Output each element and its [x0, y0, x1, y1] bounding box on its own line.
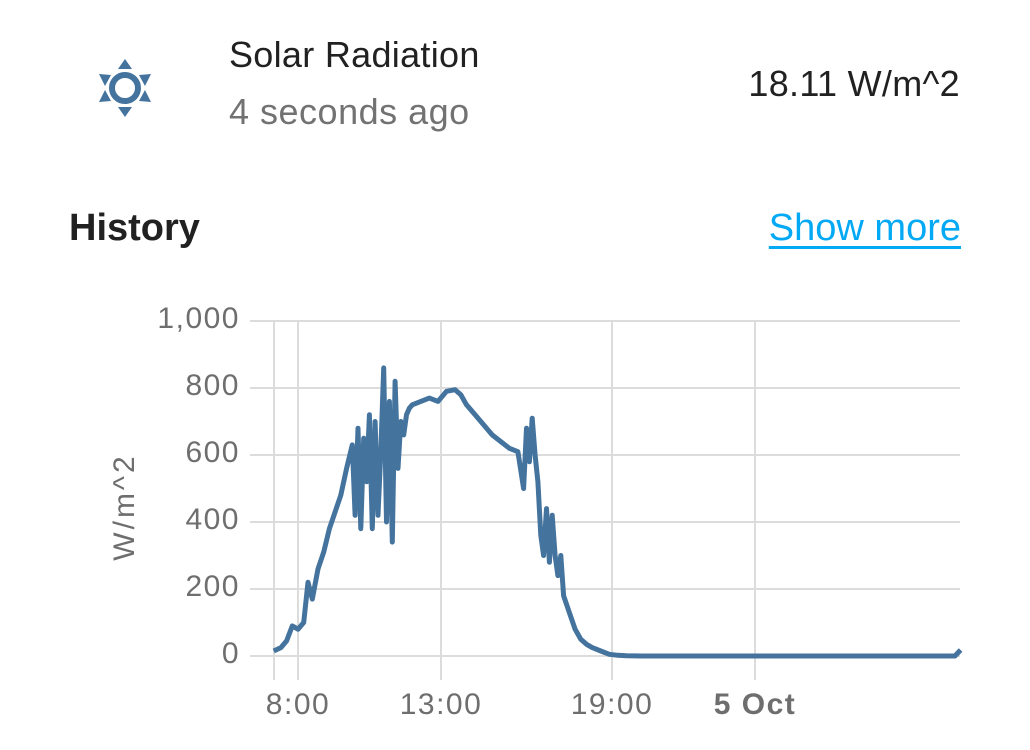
y-tick-label: 200 — [185, 570, 240, 603]
chart-canvas[interactable] — [0, 280, 1030, 750]
last-changed-time: 4 seconds ago — [229, 91, 470, 132]
history-title: History — [69, 207, 200, 249]
y-tick-label: 800 — [185, 369, 240, 402]
x-tick-label: 19:00 — [570, 688, 654, 721]
history-header: History Show more — [0, 195, 1030, 265]
y-tick-label: 1,000 — [157, 302, 240, 335]
y-tick-label: 0 — [221, 637, 240, 670]
y-tick-label: 600 — [185, 436, 240, 469]
sun-icon — [96, 57, 154, 119]
x-tick-label: 5 Oct — [713, 688, 797, 721]
solar-radiation-line[interactable] — [272, 365, 963, 659]
y-tick-label: 400 — [185, 503, 240, 536]
show-more-link[interactable]: Show more — [768, 207, 961, 249]
entity-row[interactable]: Solar Radiation 4 seconds ago 18.11 W/m^… — [0, 0, 1030, 160]
x-tick-label: 8:00 — [265, 688, 331, 721]
entity-name: Solar Radiation — [229, 34, 480, 75]
entity-state-value: 18.11 W/m^2 — [748, 63, 960, 104]
x-tick-label: 13:00 — [399, 688, 483, 721]
history-chart[interactable]: W/m^2 1,000 800 600 400 200 0 8:00 13:00 19:00 5… — [0, 280, 1030, 750]
